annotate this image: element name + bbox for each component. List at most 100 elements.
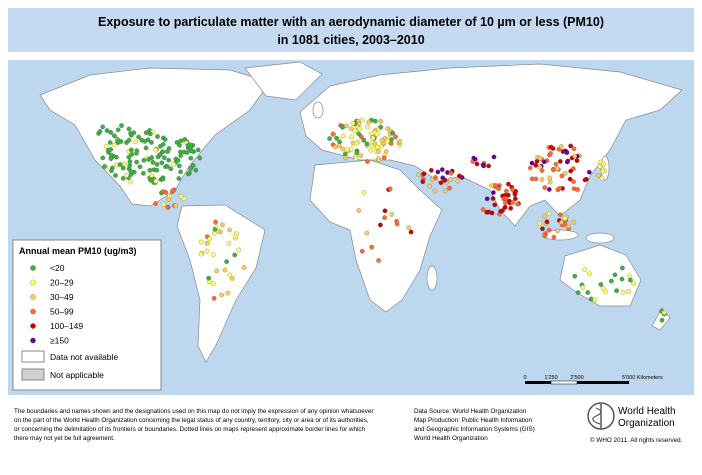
- city-marker: [448, 176, 454, 182]
- city-marker: [364, 230, 370, 236]
- city-marker: [559, 220, 564, 225]
- legend: Annual mean PM10 (ug/m3) <20 20–29 30–49 50…: [12, 239, 162, 391]
- city-marker: [547, 179, 553, 185]
- city-marker: [356, 208, 362, 213]
- map: [8, 60, 694, 395]
- city-marker: [111, 133, 117, 139]
- city-marker: [416, 172, 422, 178]
- city-marker: [620, 289, 626, 295]
- city-marker: [211, 295, 217, 301]
- city-marker: [227, 272, 233, 278]
- city-marker: [484, 209, 490, 215]
- legend-label: 20–29: [50, 278, 74, 288]
- city-marker: [503, 200, 508, 206]
- city-marker: [182, 137, 188, 142]
- who-emblem: [587, 402, 615, 430]
- city-marker: [568, 168, 574, 174]
- city-marker: [378, 118, 383, 124]
- city-marker: [127, 163, 133, 168]
- legend-box: [12, 239, 162, 391]
- city-marker: [551, 234, 557, 240]
- city-marker: [334, 135, 339, 141]
- city-marker: [582, 267, 588, 272]
- city-marker: [527, 165, 533, 171]
- city-marker: [382, 208, 388, 214]
- city-marker: [491, 154, 497, 160]
- city-marker: [600, 168, 606, 174]
- city-marker: [164, 163, 170, 169]
- city-marker: [128, 131, 133, 136]
- city-marker: [472, 156, 478, 162]
- city-marker: [342, 151, 348, 157]
- city-marker: [542, 233, 548, 239]
- city-marker: [489, 183, 494, 189]
- city-marker: [539, 168, 545, 173]
- city-marker: [187, 142, 193, 148]
- city-marker: [557, 159, 563, 164]
- city-marker: [170, 188, 176, 194]
- city-marker: [627, 273, 632, 279]
- australia: [559, 244, 642, 307]
- city-marker: [160, 149, 166, 155]
- source-line: and Geographic Information Systems (GIS): [414, 426, 535, 433]
- city-marker: [537, 156, 543, 161]
- city-marker: [188, 166, 194, 171]
- city-marker: [562, 216, 568, 221]
- city-marker: [213, 219, 218, 225]
- disclaimer-line: on the part of the World Health Organiza…: [14, 417, 369, 424]
- city-marker: [108, 156, 114, 161]
- city-marker: [489, 210, 495, 216]
- city-marker: [572, 153, 578, 159]
- city-marker: [163, 190, 169, 195]
- city-marker: [585, 290, 591, 295]
- city-marker: [117, 162, 123, 167]
- city-marker: [190, 163, 196, 168]
- scale-label: 5'000 Kilometers: [622, 375, 663, 381]
- city-marker: [365, 159, 370, 164]
- city-marker: [491, 190, 496, 195]
- city-marker: [435, 169, 441, 175]
- city-marker: [394, 221, 400, 227]
- city-marker: [566, 223, 571, 229]
- city-marker: [541, 213, 547, 219]
- legend-dot: [30, 294, 36, 300]
- city-marker: [356, 126, 362, 132]
- scale-label: 1'250: [544, 375, 557, 381]
- city-marker: [369, 244, 375, 250]
- logo-text: Organization: [618, 418, 675, 429]
- city-marker: [175, 157, 181, 163]
- city-marker: [361, 190, 367, 195]
- city-marker: [184, 150, 190, 155]
- city-marker: [480, 207, 486, 212]
- city-marker: [188, 148, 194, 154]
- city-marker: [586, 271, 592, 277]
- city-marker: [354, 140, 359, 146]
- legend-label: <20: [50, 263, 65, 273]
- city-marker: [508, 205, 514, 211]
- title-band: [8, 8, 694, 52]
- city-marker: [378, 222, 383, 228]
- city-marker: [575, 187, 580, 192]
- city-marker: [562, 222, 568, 227]
- city-marker: [134, 150, 139, 156]
- city-marker: [160, 176, 166, 182]
- city-marker: [109, 168, 114, 174]
- city-marker: [108, 147, 114, 152]
- city-marker: [438, 180, 444, 186]
- legend-dot: [30, 323, 36, 329]
- city-marker: [187, 170, 192, 176]
- city-marker: [337, 143, 342, 149]
- city-marker: [133, 139, 139, 145]
- city-marker: [340, 124, 345, 130]
- city-marker: [553, 161, 559, 167]
- city-marker: [376, 157, 382, 163]
- city-marker: [612, 272, 618, 278]
- city-marker: [582, 177, 588, 183]
- city-marker: [157, 152, 163, 158]
- city-marker: [120, 176, 126, 181]
- city-marker: [353, 156, 359, 161]
- city-marker: [134, 159, 139, 165]
- city-marker: [442, 188, 448, 194]
- city-marker: [220, 222, 225, 228]
- city-marker: [165, 205, 171, 210]
